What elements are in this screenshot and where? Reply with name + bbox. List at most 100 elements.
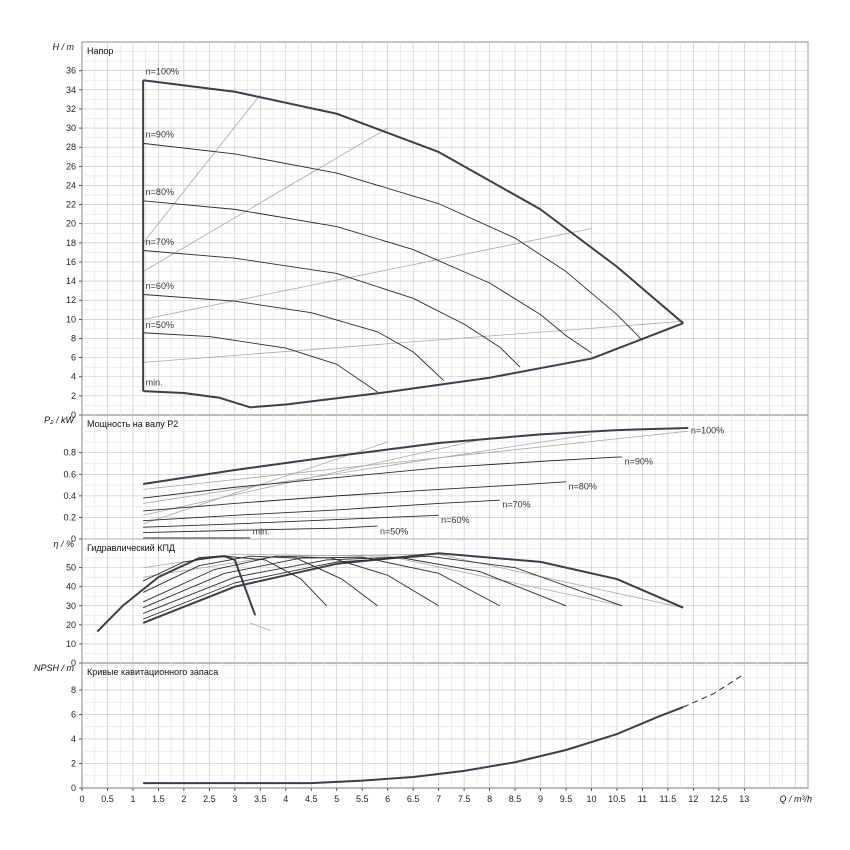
x-axis-label: Q / m³/h bbox=[779, 794, 812, 804]
x-tick-label: 12.5 bbox=[710, 794, 728, 804]
y-tick-label: 4 bbox=[71, 372, 76, 382]
curve-n-50- bbox=[142, 555, 378, 607]
y-tick-label: 20 bbox=[66, 219, 76, 229]
curve-n-100- bbox=[143, 79, 684, 324]
curve-n-60- bbox=[143, 514, 439, 528]
x-tick-label: 11.5 bbox=[659, 794, 676, 804]
curve-label: min. bbox=[146, 377, 163, 387]
y-tick-label: 0.6 bbox=[63, 469, 76, 479]
panel-title: Мощность на валу P2 bbox=[87, 419, 178, 429]
x-tick-label: 6 bbox=[385, 794, 390, 804]
x-tick-label: 7.5 bbox=[458, 794, 471, 804]
y-tick-label: 32 bbox=[66, 104, 76, 114]
curve-label: n=100% bbox=[691, 425, 724, 435]
guide-line bbox=[143, 553, 684, 609]
y-tick-label: 34 bbox=[66, 85, 76, 95]
y-tick-label: 6 bbox=[71, 709, 76, 719]
curve-n-50- bbox=[143, 332, 378, 393]
guide-line bbox=[143, 434, 592, 504]
y-tick-label: 30 bbox=[66, 123, 76, 133]
guide-line bbox=[142, 94, 261, 244]
curve-n-60- bbox=[142, 555, 439, 607]
curve-label: n=60% bbox=[441, 515, 469, 525]
guide-line bbox=[143, 320, 684, 363]
curve-labels: n=100% n=90% n=80% n=70% n=60% n=50% min. n=100… bbox=[146, 67, 724, 537]
x-tick-label: 7 bbox=[436, 794, 441, 804]
curve-n-80- bbox=[143, 200, 592, 354]
y-tick-label: 0 bbox=[71, 534, 76, 544]
x-tick-label: 0 bbox=[79, 794, 84, 804]
x-tick-label: 5.5 bbox=[356, 794, 369, 804]
y-tick-label: 0 bbox=[71, 783, 76, 793]
curve-label: min. bbox=[253, 527, 270, 537]
curve-n-90- bbox=[143, 142, 643, 341]
guide-line bbox=[142, 127, 388, 272]
y-tick-label: 10 bbox=[66, 639, 76, 649]
y-tick-label: 0 bbox=[71, 410, 76, 420]
guide-line bbox=[249, 622, 271, 631]
curve-label: n=80% bbox=[146, 187, 174, 197]
curve-n-100- bbox=[142, 552, 684, 624]
x-tick-label: 12 bbox=[688, 794, 698, 804]
x-tick-label: 1.5 bbox=[152, 794, 165, 804]
curve-n-100- bbox=[142, 426, 689, 485]
curve-n-90- bbox=[142, 555, 623, 620]
curve-min- bbox=[143, 322, 684, 409]
x-tick-label: 9.5 bbox=[560, 794, 573, 804]
y-tick-label: 18 bbox=[66, 238, 76, 248]
guide-line bbox=[143, 430, 689, 490]
gray-guide-lines bbox=[142, 94, 689, 631]
y-tick-label: 4 bbox=[71, 734, 76, 744]
panel-title: Кривые кавитационного запаса bbox=[87, 667, 218, 677]
guide-line bbox=[143, 228, 592, 320]
panel-frame bbox=[81, 538, 809, 664]
y-tick-label: 14 bbox=[66, 276, 76, 286]
curve-label: n=50% bbox=[146, 320, 174, 330]
panel-title: Напор bbox=[87, 46, 113, 56]
y-tick-label: 10 bbox=[66, 314, 76, 324]
curve-label: n=70% bbox=[146, 237, 174, 247]
x-tick-label: 11 bbox=[638, 794, 647, 804]
x-tick-label: 3.5 bbox=[254, 794, 267, 804]
x-tick-label: 3 bbox=[232, 794, 237, 804]
y-tick-label: 12 bbox=[66, 295, 76, 305]
x-tick-label: 10 bbox=[586, 794, 596, 804]
y-tick-label: 26 bbox=[66, 161, 76, 171]
y-tick-label: 8 bbox=[71, 333, 76, 343]
curve-n-50- bbox=[143, 525, 378, 533]
x-tick-label: 13 bbox=[739, 794, 749, 804]
curve-n-70- bbox=[143, 250, 521, 368]
y-axis-label: NPSH / m bbox=[34, 663, 75, 673]
curve-n-60- bbox=[143, 294, 445, 381]
curves bbox=[96, 79, 745, 785]
titles: H / m Напор P₂ / kW Мощность на валу P2 η / … bbox=[34, 42, 812, 804]
y-tick-label: 50 bbox=[66, 563, 76, 573]
y-tick-label: 8 bbox=[71, 685, 76, 695]
y-tick-label: 24 bbox=[66, 180, 76, 190]
y-tick-label: 20 bbox=[66, 620, 76, 630]
panel-frame bbox=[81, 662, 809, 789]
y-tick-label: 6 bbox=[71, 353, 76, 363]
curve-n-70- bbox=[142, 556, 500, 609]
curve-n-80- bbox=[143, 481, 567, 512]
curve-NPSH-ext bbox=[682, 673, 745, 708]
curve-label: n=60% bbox=[146, 281, 174, 291]
curve-n-40- bbox=[142, 555, 327, 607]
x-tick-label: 2 bbox=[181, 794, 186, 804]
y-tick-label: 0.8 bbox=[63, 448, 76, 458]
y-tick-label: 28 bbox=[66, 142, 76, 152]
curve-label: n=90% bbox=[625, 457, 653, 467]
curve-n-90- bbox=[143, 456, 623, 499]
curve-n-70- bbox=[143, 499, 500, 522]
x-tick-label: 9 bbox=[538, 794, 543, 804]
y-tick-label: 36 bbox=[66, 66, 76, 76]
x-tick-label: 8.5 bbox=[509, 794, 522, 804]
panel-title: Гидравлический КПД bbox=[87, 543, 175, 553]
x-tick-label: 4.5 bbox=[305, 794, 318, 804]
x-tick-label: 5 bbox=[334, 794, 339, 804]
curve-n-80- bbox=[142, 556, 567, 614]
y-tick-label: 0.2 bbox=[63, 512, 76, 522]
y-tick-label: 22 bbox=[66, 200, 76, 210]
curve-label: n=80% bbox=[569, 481, 597, 491]
